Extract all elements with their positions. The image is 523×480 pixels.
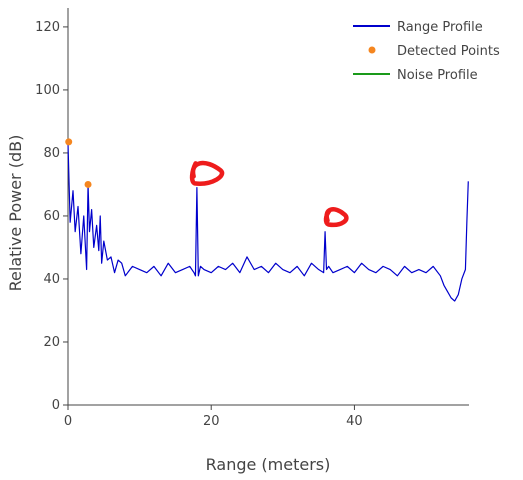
y-tick-label: 80 [43, 146, 60, 161]
y-tick-label: 60 [43, 209, 60, 224]
detected-point [84, 180, 92, 188]
y-tick-label: 20 [43, 335, 60, 350]
legend-label: Detected Points [397, 44, 500, 59]
annotation-circle [189, 160, 225, 186]
legend[interactable]: Range Profile Detected Points Noise Profil… [347, 8, 519, 90]
y-tick-label: 40 [43, 272, 60, 287]
range-profile-line [67, 143, 469, 302]
x-tick-label: 40 [346, 414, 363, 429]
detected-point [65, 138, 73, 146]
legend-swatch [368, 46, 376, 54]
y-axis-title: Relative Power (dB) [6, 135, 25, 292]
legend-item-range-profile[interactable]: Range Profile [353, 20, 483, 35]
legend-item-noise-profile[interactable]: Noise Profile [353, 68, 478, 83]
x-axis-title: Range (meters) [206, 455, 331, 474]
x-tick-label: 0 [64, 414, 72, 429]
annotation-circle [323, 207, 349, 228]
y-axis: 0 20 40 60 80 100 120 [35, 8, 69, 413]
x-axis: 0 20 40 [64, 404, 469, 429]
legend-box [347, 8, 519, 90]
y-tick-label: 120 [35, 20, 60, 35]
plot-area [65, 138, 469, 302]
legend-label: Range Profile [397, 20, 483, 35]
y-tick-label: 100 [35, 83, 60, 98]
x-tick-label: 20 [203, 414, 220, 429]
legend-label: Noise Profile [397, 68, 478, 83]
legend-item-detected-points[interactable]: Detected Points [368, 44, 501, 59]
y-tick-label: 0 [52, 398, 60, 413]
